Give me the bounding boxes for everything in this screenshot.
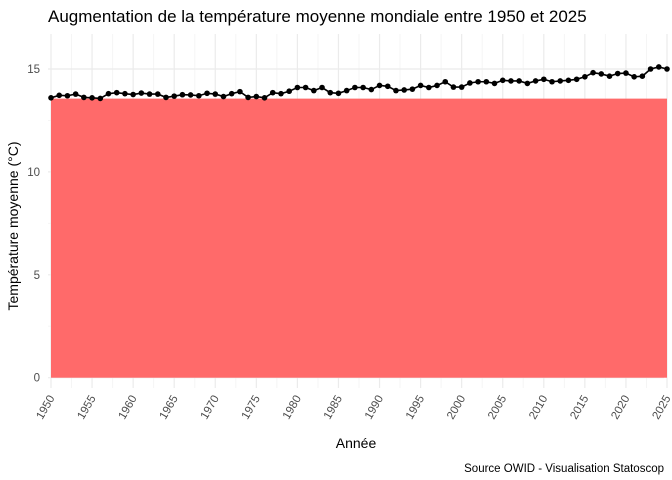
- data-point: [458, 84, 465, 90]
- data-point: [138, 90, 145, 96]
- data-point: [434, 82, 440, 89]
- data-point: [582, 74, 588, 80]
- data-point: [319, 84, 325, 91]
- data-point: [179, 91, 186, 98]
- data-point: [549, 78, 555, 85]
- data-point: [442, 78, 449, 85]
- y-axis-label: Température moyenne (°C): [5, 142, 21, 311]
- data-point: [573, 76, 580, 83]
- chart-title: Augmentation de la température moyenne m…: [48, 7, 587, 26]
- data-point: [204, 90, 210, 97]
- data-point: [327, 89, 334, 96]
- data-point: [311, 87, 317, 94]
- data-point: [302, 84, 309, 91]
- data-point: [343, 87, 350, 94]
- data-point: [426, 84, 432, 91]
- data-point: [171, 93, 177, 99]
- data-point: [541, 76, 547, 83]
- data-point: [269, 89, 276, 96]
- data-point: [590, 69, 596, 76]
- y-tick-label: 5: [34, 270, 40, 282]
- baseline-area: [51, 98, 667, 378]
- data-point: [163, 94, 169, 101]
- x-axis-label: Année: [336, 435, 377, 451]
- data-point: [278, 90, 284, 97]
- data-point: [409, 86, 416, 92]
- data-point: [655, 64, 662, 70]
- data-point: [122, 90, 128, 97]
- data-point: [360, 84, 366, 91]
- chart-caption: Source OWID - Visualisation Statoscop: [464, 463, 664, 475]
- area-layer: [51, 98, 667, 378]
- data-point: [631, 74, 637, 80]
- data-point: [491, 80, 498, 87]
- data-point: [384, 83, 391, 90]
- data-point: [483, 78, 490, 85]
- data-point: [623, 70, 629, 76]
- data-point: [105, 90, 112, 97]
- data-point: [606, 73, 613, 79]
- points-layer: [48, 64, 670, 102]
- data-point: [228, 90, 235, 97]
- data-point: [647, 66, 654, 72]
- data-point: [146, 91, 153, 97]
- data-point: [393, 87, 399, 94]
- data-point: [508, 78, 514, 84]
- data-point: [81, 94, 87, 101]
- data-point: [89, 95, 95, 101]
- data-point: [261, 95, 268, 101]
- data-point: [499, 77, 506, 84]
- data-point: [48, 95, 54, 101]
- data-point: [220, 93, 227, 100]
- y-tick-label: 0: [34, 373, 40, 385]
- data-point: [64, 92, 71, 99]
- data-point: [352, 84, 358, 91]
- data-point: [565, 77, 572, 84]
- data-point: [376, 82, 383, 89]
- data-point: [417, 82, 424, 89]
- temperature-line: [50, 66, 668, 100]
- data-point: [253, 93, 260, 100]
- y-tick-label: 15: [27, 64, 40, 76]
- data-point: [532, 78, 539, 84]
- data-point: [664, 66, 670, 72]
- data-point: [154, 91, 161, 97]
- data-point: [557, 78, 564, 84]
- data-point: [245, 94, 251, 101]
- data-point: [467, 80, 473, 86]
- data-point: [187, 92, 194, 98]
- data-point: [212, 91, 219, 97]
- y-axis-ticks: 0 5 10 15: [27, 64, 40, 385]
- data-point: [524, 80, 531, 87]
- data-point: [598, 71, 605, 77]
- data-point: [56, 92, 63, 99]
- data-point: [286, 88, 292, 95]
- line-layer: [50, 66, 668, 100]
- data-point: [450, 84, 457, 90]
- data-point: [401, 87, 407, 93]
- data-point: [614, 70, 621, 77]
- data-point: [639, 73, 646, 79]
- y-tick-label: 10: [27, 167, 40, 179]
- data-point: [196, 92, 202, 99]
- data-point: [130, 91, 136, 98]
- data-point: [113, 89, 120, 96]
- data-point: [516, 78, 522, 84]
- data-point: [294, 84, 301, 91]
- data-point: [368, 86, 375, 93]
- data-point: [475, 78, 481, 85]
- data-point: [72, 91, 79, 97]
- data-point: [97, 95, 104, 102]
- data-point: [335, 90, 342, 97]
- data-point: [237, 88, 243, 95]
